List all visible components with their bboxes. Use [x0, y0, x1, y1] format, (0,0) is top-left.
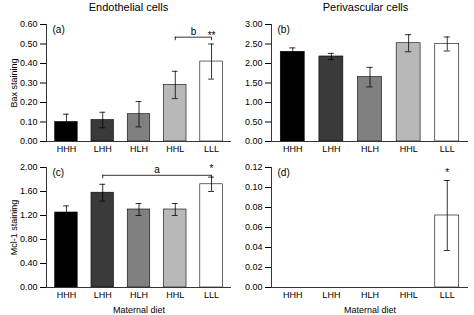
svg-text:(b): (b)	[278, 24, 290, 35]
svg-text:HHH: HHH	[57, 144, 77, 154]
svg-text:0.02: 0.02	[245, 262, 263, 272]
svg-text:2.00: 2.00	[20, 162, 38, 172]
svg-text:0.50: 0.50	[20, 39, 38, 49]
svg-text:0.30: 0.30	[20, 78, 38, 88]
svg-text:1.20: 1.20	[20, 210, 38, 220]
svg-text:1.60: 1.60	[20, 186, 38, 196]
svg-text:0.00: 0.00	[245, 136, 263, 146]
svg-text:HLH: HLH	[361, 290, 379, 300]
svg-text:1.50: 1.50	[245, 78, 263, 88]
svg-text:*: *	[445, 167, 449, 178]
svg-text:LHH: LHH	[94, 290, 112, 300]
svg-text:LLL: LLL	[204, 144, 219, 154]
svg-text:**: **	[208, 30, 216, 41]
svg-text:Bax staining: Bax staining	[9, 58, 19, 107]
svg-text:Maternal diet: Maternal diet	[344, 305, 397, 315]
svg-text:LHH: LHH	[94, 144, 112, 154]
svg-text:LLL: LLL	[440, 144, 455, 154]
svg-text:HHL: HHL	[166, 290, 184, 300]
svg-text:HHL: HHL	[400, 290, 418, 300]
svg-text:1.00: 1.00	[245, 97, 263, 107]
svg-text:0.00: 0.00	[20, 282, 38, 292]
svg-text:0.80: 0.80	[20, 234, 38, 244]
svg-text:0.60: 0.60	[20, 19, 38, 29]
svg-text:LHH: LHH	[322, 144, 340, 154]
svg-text:0.08: 0.08	[245, 202, 263, 212]
svg-text:LHH: LHH	[322, 290, 340, 300]
svg-text:*: *	[210, 163, 214, 174]
svg-text:0.00: 0.00	[245, 282, 263, 292]
svg-text:HLH: HLH	[130, 144, 148, 154]
svg-text:0.10: 0.10	[245, 182, 263, 192]
svg-text:HHH: HHH	[283, 290, 303, 300]
svg-text:2.50: 2.50	[245, 39, 263, 49]
svg-text:0.00: 0.00	[20, 136, 38, 146]
svg-text:LLL: LLL	[204, 290, 219, 300]
svg-text:2.00: 2.00	[245, 58, 263, 68]
svg-text:Maternal diet: Maternal diet	[113, 305, 166, 315]
svg-text:0.12: 0.12	[245, 162, 263, 172]
svg-text:HHL: HHL	[166, 144, 184, 154]
svg-text:0.06: 0.06	[245, 222, 263, 232]
svg-text:0.50: 0.50	[245, 117, 263, 127]
svg-text:HHL: HHL	[400, 144, 418, 154]
svg-text:0.04: 0.04	[245, 242, 263, 252]
svg-text:3.00: 3.00	[245, 19, 263, 29]
svg-text:(a): (a)	[53, 24, 65, 35]
svg-text:HHH: HHH	[283, 144, 303, 154]
svg-text:HLH: HLH	[130, 290, 148, 300]
svg-text:0.40: 0.40	[20, 258, 38, 268]
svg-text:0.20: 0.20	[20, 97, 38, 107]
svg-text:LLL: LLL	[440, 290, 455, 300]
svg-text:(c): (c)	[53, 167, 65, 178]
svg-text:HLH: HLH	[361, 144, 379, 154]
svg-text:HHH: HHH	[57, 290, 77, 300]
svg-text:b: b	[191, 26, 197, 37]
svg-text:(d): (d)	[278, 167, 290, 178]
svg-text:Mcl-1 staining: Mcl-1 staining	[9, 200, 19, 256]
html-text:Perivascular cells: Perivascular cells	[322, 1, 409, 13]
html-text:Endothelial cells: Endothelial cells	[88, 1, 169, 13]
svg-text:0.10: 0.10	[20, 117, 38, 127]
svg-text:0.40: 0.40	[20, 58, 38, 68]
svg-text:a: a	[154, 164, 160, 175]
